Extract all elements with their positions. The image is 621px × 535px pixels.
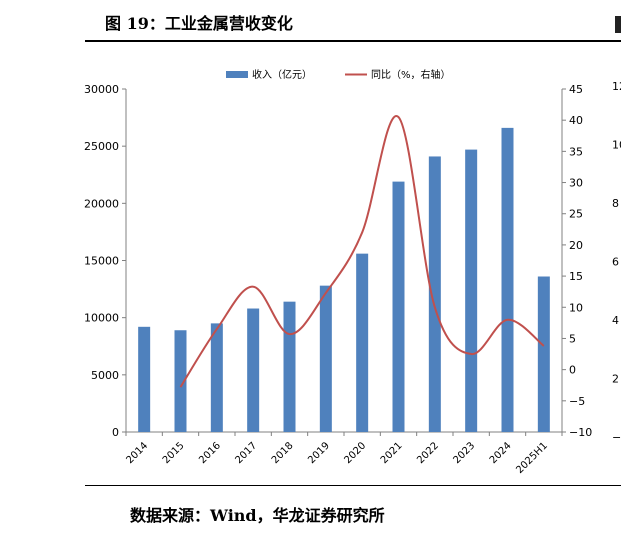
y-right-tick-label: −5 <box>569 395 585 408</box>
bar-2018 <box>283 301 296 432</box>
bar-2020 <box>356 253 369 432</box>
x-tick-label: 2019 <box>306 440 332 466</box>
y-right-tick-label: 40 <box>569 114 583 127</box>
y-right-tick-label: 30 <box>569 177 583 190</box>
y-left-tick-label: 0 <box>112 426 119 439</box>
figure-title: 图 19：工业金属营收变化 <box>105 14 293 33</box>
bar-2017 <box>247 308 260 432</box>
x-tick-label: 2021 <box>379 440 405 466</box>
x-tick-label: 2015 <box>161 440 187 466</box>
y-left-tick-label: 25000 <box>84 140 119 153</box>
y-right-tick-label: 0 <box>569 364 576 377</box>
bar-2019 <box>319 285 332 432</box>
x-tick-label: 2023 <box>452 440 478 466</box>
legend-bar-swatch <box>226 71 248 78</box>
x-tick-label: 2018 <box>270 440 296 466</box>
y-right-tick-label: 45 <box>569 83 583 96</box>
legend-bar-label: 收入（亿元） <box>252 68 312 81</box>
bar-2016 <box>210 323 223 432</box>
bar-2025H1 <box>537 276 550 432</box>
adjacent-axis-tick-label: 8 <box>612 197 619 210</box>
x-tick-label: 2020 <box>343 440 369 466</box>
y-right-tick-label: 35 <box>569 145 583 158</box>
y-right-tick-label: 5 <box>569 332 576 345</box>
adjacent-axis-tick-label: 2 <box>612 373 619 386</box>
legend-line-label: 同比（%，右轴） <box>371 68 451 81</box>
y-right-tick-label: 10 <box>569 301 583 314</box>
y-left-tick-label: 5000 <box>91 369 119 382</box>
y-right-tick-label: 20 <box>569 239 583 252</box>
adjacent-axis-tick-label: 4 <box>612 314 619 327</box>
y-left-tick-label: 15000 <box>84 255 119 268</box>
bar-2022 <box>428 156 441 432</box>
adjacent-axis-tick-label: 12 <box>612 80 621 93</box>
y-left-tick-label: 10000 <box>84 312 119 325</box>
bar-2015 <box>174 330 187 432</box>
bar-2024 <box>501 127 514 432</box>
bar-2021 <box>392 181 405 432</box>
source-note: 数据来源：Wind，华龙证券研究所 <box>130 506 385 525</box>
adjacent-axis-tick-label: 10 <box>612 139 621 152</box>
x-tick-label: 2024 <box>488 440 514 466</box>
adjacent-axis-tick-label: −2 <box>612 431 621 444</box>
y-right-tick-label: −10 <box>569 426 592 439</box>
x-tick-label: 2017 <box>234 440 260 466</box>
y-left-tick-label: 20000 <box>84 197 119 210</box>
bar-2014 <box>138 326 151 432</box>
adjacent-figure-title-fragment <box>615 16 621 33</box>
bottom-rule <box>85 485 621 486</box>
yoy-growth-line <box>179 115 545 388</box>
x-tick-label: 2014 <box>125 440 151 466</box>
y-left-tick-label: 30000 <box>84 83 119 96</box>
x-tick-label: 2016 <box>197 440 223 466</box>
y-right-tick-label: 15 <box>569 270 583 283</box>
adjacent-axis-tick-label: 6 <box>612 256 619 269</box>
x-tick-label: 2022 <box>415 440 441 466</box>
y-right-tick-label: 25 <box>569 208 583 221</box>
top-rule <box>85 40 621 42</box>
bar-2023 <box>465 149 478 432</box>
x-tick-label: 2025H1 <box>514 440 550 476</box>
